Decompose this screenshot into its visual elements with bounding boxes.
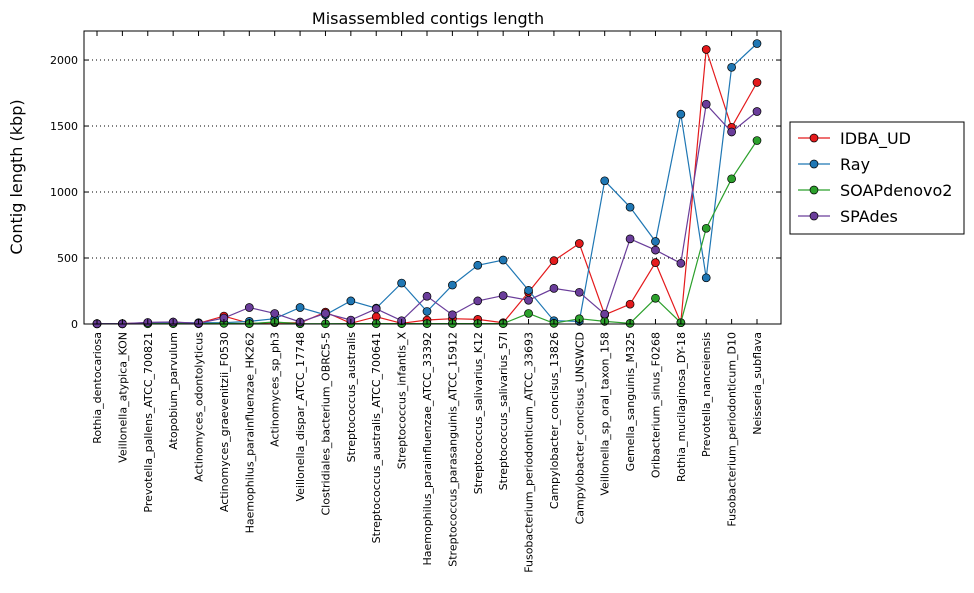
data-point (397, 278, 406, 288)
x-tick-label: Streptococcus_parasanguinis_ATCC_15912 (446, 332, 459, 567)
data-point (574, 239, 584, 248)
data-point (574, 287, 584, 297)
y-axis-title: Contig length (kbp) (7, 99, 26, 254)
data-point (448, 280, 457, 290)
x-tick-label: Prevotella_pallens_ATCC_700821 (142, 332, 155, 513)
data-point (727, 174, 736, 184)
x-tick-label: Gemella_sanguinis_M325 (624, 332, 637, 471)
x-tick-label: Rothia_mucilaginosa_DY-18 (675, 332, 688, 482)
data-point (651, 293, 660, 303)
data-point (524, 309, 533, 318)
data-point (600, 176, 610, 186)
chart-title: Misassembled contigs length (312, 9, 544, 28)
series-line (97, 49, 758, 325)
legend-label: Ray (840, 155, 870, 174)
x-tick-label: Rothia_dentocariosa (91, 332, 104, 444)
data-point (448, 310, 457, 320)
axis-layer: 0 500 1000 1500 2000 Rothia_dentocariosa Veill… (50, 31, 781, 573)
data-point (270, 309, 280, 318)
series-layer (92, 39, 762, 329)
y-tick-label: 0 (71, 318, 78, 331)
x-tick-label: Veillonella_atypica_KON (116, 332, 129, 463)
data-point (422, 291, 432, 301)
data-point (651, 245, 660, 255)
data-point (701, 273, 711, 283)
data-point (498, 255, 508, 265)
x-tick-label: Neisseria_subflava (751, 332, 764, 435)
series-line (97, 43, 758, 325)
data-point (701, 99, 711, 109)
x-tick-label: Veillonella_dispar_ATCC_17748 (294, 332, 307, 502)
data-point (676, 109, 686, 119)
x-tick-label: Streptococcus_infantis_X (396, 332, 409, 470)
data-point (701, 223, 711, 233)
legend-marker (809, 185, 819, 195)
x-tick-label: Streptococcus_salivarius_K12 (472, 332, 485, 494)
data-point (727, 127, 736, 137)
x-tick-label: Streptococcus_salivarius_57I (497, 332, 510, 490)
data-point (727, 62, 736, 72)
data-point (752, 136, 762, 145)
data-point (752, 39, 762, 48)
gridlines (84, 59, 781, 259)
data-point (524, 285, 533, 295)
data-point (752, 78, 762, 87)
x-tick-label: Actinomyces_sp_ph3 (269, 332, 282, 447)
data-point (625, 299, 635, 309)
x-tick-label: Fusobacterium_periodonticum_ATCC_33693 (523, 332, 536, 573)
x-tick-label: Streptococcus_australis (345, 332, 358, 463)
x-tick-label: Haemophilus_parainfluenzae_ATCC_33392 (421, 332, 434, 566)
data-point (371, 304, 381, 314)
data-point (676, 258, 686, 268)
y-tick-label: 1500 (50, 120, 78, 133)
legend-box (789, 121, 965, 235)
data-point (651, 237, 660, 246)
series-line (97, 102, 758, 325)
data-point (549, 256, 559, 265)
data-point (549, 284, 559, 293)
x-tick-label: Atopobium_parvulum (167, 332, 180, 450)
legend-marker (809, 211, 819, 221)
legend: IDBA_UD Ray SOAPdenovo2 SPAdes (789, 121, 965, 235)
data-point (651, 258, 660, 267)
x-tick-label: Prevotella_nanceiensis (700, 332, 713, 457)
plot-frame (83, 30, 782, 325)
x-tick-label: Fusobacterium_periodonticum_D10 (726, 332, 739, 527)
data-point (625, 202, 635, 212)
legend-label: IDBA_UD (840, 129, 911, 149)
data-point (524, 295, 533, 305)
x-tick-label: Clostridiales_bacterium_OBRC5-5 (319, 332, 332, 516)
data-point (473, 260, 483, 270)
x-tick-label: Haemophilus_parainfluenzae_HK262 (243, 332, 256, 533)
data-point (701, 45, 711, 54)
legend-marker (809, 133, 819, 143)
data-point (473, 296, 483, 306)
legend-marker (809, 159, 819, 169)
x-tick-label: Veillonella_sp_oral_taxon_158 (599, 332, 612, 496)
data-point (422, 307, 432, 316)
y-tick-label: 500 (57, 252, 78, 265)
data-point (295, 303, 305, 312)
data-point (752, 107, 762, 116)
x-tick-label: Oribacterium_sinus_F0268 (649, 332, 662, 478)
data-point (625, 234, 635, 244)
y-tick-label: 2000 (50, 54, 78, 67)
data-point (321, 309, 330, 318)
x-tick-label: Streptococcus_australis_ATCC_700641 (370, 332, 383, 543)
data-point (498, 291, 508, 300)
y-tick-label: 1000 (50, 186, 78, 199)
data-point (600, 309, 610, 319)
x-tick-label: Actinomyces_odontolyticus (193, 332, 206, 482)
x-tick-label: Campylobacter_concisus_13826 (548, 332, 561, 509)
x-tick-label: Actinomyces_graevenitzii_F0530 (218, 332, 231, 512)
x-tick-label: Campylobacter_concisus_UNSWCD (573, 332, 586, 524)
data-point (244, 303, 254, 312)
legend-label: SOAPdenovo2 (840, 181, 952, 200)
data-point (346, 296, 356, 306)
legend-label: SPAdes (840, 207, 898, 226)
